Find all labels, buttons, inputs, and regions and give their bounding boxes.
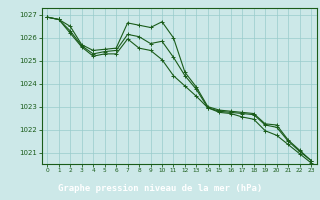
Text: Graphe pression niveau de la mer (hPa): Graphe pression niveau de la mer (hPa) <box>58 184 262 193</box>
